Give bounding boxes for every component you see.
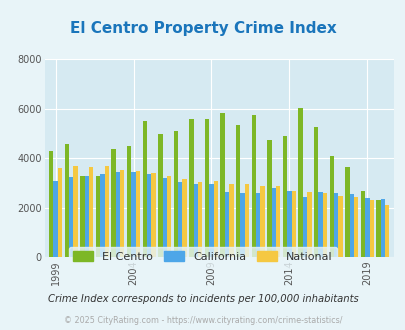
Bar: [256, 193, 260, 257]
Bar: [302, 197, 307, 257]
Bar: [151, 173, 155, 257]
Bar: [329, 156, 333, 257]
Bar: [291, 191, 295, 257]
Bar: [189, 119, 193, 257]
Bar: [127, 146, 131, 257]
Text: El Centro Property Crime Index: El Centro Property Crime Index: [69, 21, 336, 36]
Bar: [80, 176, 84, 257]
Bar: [104, 166, 109, 257]
Bar: [360, 191, 364, 257]
Bar: [244, 184, 249, 257]
Bar: [384, 205, 388, 257]
Bar: [349, 194, 353, 257]
Bar: [158, 134, 162, 257]
Legend: El Centro, California, National: El Centro, California, National: [68, 247, 337, 267]
Bar: [275, 185, 279, 257]
Bar: [84, 176, 89, 257]
Bar: [375, 201, 380, 257]
Bar: [282, 136, 286, 257]
Bar: [333, 193, 337, 257]
Bar: [173, 131, 178, 257]
Bar: [266, 140, 271, 257]
Bar: [322, 193, 326, 257]
Bar: [162, 178, 166, 257]
Bar: [251, 115, 256, 257]
Bar: [53, 181, 58, 257]
Bar: [96, 176, 100, 257]
Bar: [220, 113, 224, 257]
Bar: [307, 192, 311, 257]
Bar: [73, 166, 77, 257]
Bar: [353, 197, 357, 257]
Bar: [131, 172, 135, 257]
Bar: [344, 167, 349, 257]
Bar: [115, 172, 120, 257]
Bar: [178, 182, 182, 257]
Bar: [240, 193, 244, 257]
Bar: [224, 192, 229, 257]
Bar: [58, 168, 62, 257]
Bar: [213, 181, 217, 257]
Bar: [111, 148, 115, 257]
Bar: [120, 170, 124, 257]
Bar: [298, 108, 302, 257]
Bar: [260, 185, 264, 257]
Bar: [209, 184, 213, 257]
Bar: [369, 201, 373, 257]
Bar: [89, 167, 93, 257]
Bar: [166, 176, 171, 257]
Bar: [135, 171, 140, 257]
Bar: [229, 184, 233, 257]
Bar: [64, 144, 69, 257]
Bar: [235, 125, 240, 257]
Bar: [193, 184, 198, 257]
Bar: [318, 192, 322, 257]
Bar: [182, 180, 186, 257]
Bar: [380, 199, 384, 257]
Bar: [49, 151, 53, 257]
Bar: [142, 121, 147, 257]
Bar: [100, 175, 104, 257]
Bar: [69, 177, 73, 257]
Bar: [313, 127, 318, 257]
Bar: [337, 195, 342, 257]
Bar: [198, 182, 202, 257]
Bar: [205, 119, 209, 257]
Text: © 2025 CityRating.com - https://www.cityrating.com/crime-statistics/: © 2025 CityRating.com - https://www.city…: [64, 316, 341, 325]
Bar: [271, 188, 275, 257]
Text: Crime Index corresponds to incidents per 100,000 inhabitants: Crime Index corresponds to incidents per…: [47, 294, 358, 304]
Bar: [147, 175, 151, 257]
Bar: [286, 191, 291, 257]
Bar: [364, 198, 369, 257]
